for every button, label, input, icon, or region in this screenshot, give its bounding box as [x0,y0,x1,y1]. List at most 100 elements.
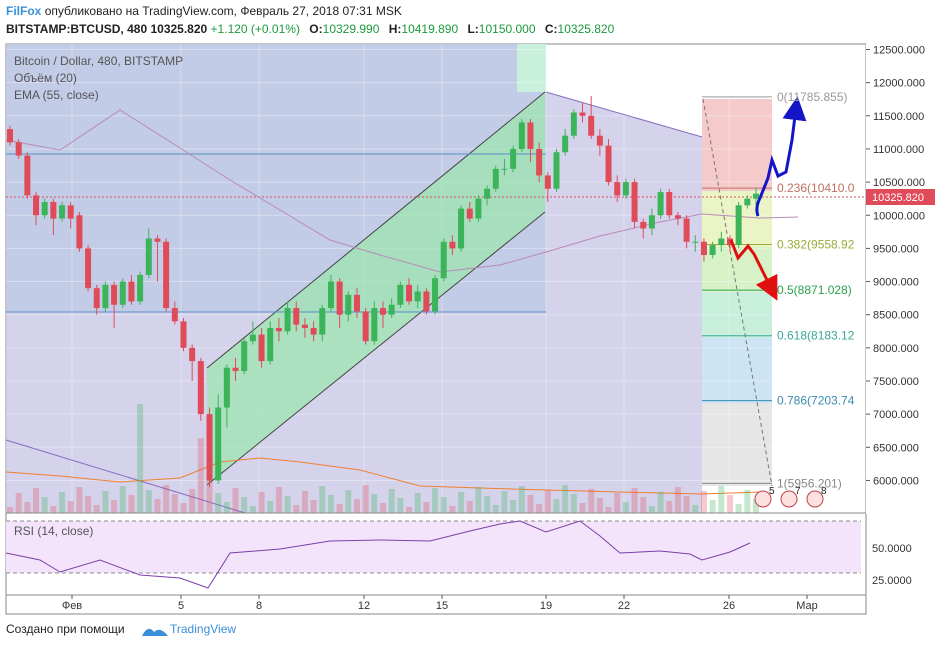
candle-body [223,367,230,408]
fib-zone-786 [702,403,772,486]
candle-body [249,334,256,342]
price-chart[interactable]: 0(11785.855) 0.236(10410.0 0.382(9558.92 0.… [0,0,935,615]
ema-legend: EMA (55, close) [14,88,99,102]
candle-body [59,205,66,219]
rsi-tick-25: 25.0000 [872,575,912,587]
volume-bar [414,493,421,513]
volume-bar [145,490,152,513]
author-name[interactable]: FilFox [6,4,42,18]
price-tick-label: 8500.000 [873,310,919,322]
price-tick-label: 8000.000 [873,343,919,355]
open-label: O: [309,22,323,36]
footer: Создано при помощи [6,622,125,636]
price-tick-label: 9500.000 [873,243,919,255]
candle-body [284,308,291,332]
fib-level-label: 0(11785.855) [777,90,848,104]
low-label: L: [467,22,479,36]
rsi-legend: RSI (14, close) [14,524,94,538]
candle-body [501,168,508,170]
candle-body [232,367,239,372]
volume-bar [605,507,612,513]
candle-body [189,347,196,362]
candle-body [622,182,629,196]
candle-body [657,192,664,216]
volume-bar [458,492,465,513]
volume-bar [527,495,534,513]
volume-bar [223,502,230,513]
candle-body [397,284,404,305]
candle-body [544,175,551,189]
volume-bar [353,499,360,513]
volume-bar [570,494,577,513]
candle-body [692,241,699,243]
candle-body [674,215,681,219]
candle-body [753,193,759,199]
volume-bar [336,504,343,513]
price-tick-label: 12000.000 [873,78,925,90]
price-axis [866,44,935,514]
fib-trend-line [702,98,773,487]
time-tick-label: 22 [618,600,630,612]
volume-bar [631,488,638,513]
price-tick-label: 11000.000 [873,144,924,156]
candle-body [180,321,187,348]
open-value: 10329.990 [322,22,380,36]
high-value: 10419.890 [401,22,459,36]
fib-level-label: 0.618(8183.12 [777,329,855,343]
volume-bar [380,503,386,513]
candle-body [406,284,413,302]
tradingview-logo-icon[interactable] [140,622,170,640]
candle-body [15,142,22,156]
volume-bar [614,493,621,513]
volume-bar [137,404,144,513]
volume-bar [622,502,629,513]
rsi-line [5,520,751,589]
candle-body [432,278,439,312]
event-flag-icon [806,490,824,508]
time-tick-label: 26 [723,600,735,612]
volume-bar [293,505,300,513]
candle-body [119,281,126,305]
volume-bar [275,487,282,513]
volume-bar [518,486,525,513]
volume-bar [579,503,586,513]
candlesticks [7,95,759,488]
candle-body [215,407,222,481]
volume-bar [284,496,291,513]
volume-bar [180,503,187,513]
green-strip-zone [517,44,546,92]
volume-bar [67,501,74,513]
volume-bar [683,496,690,513]
tradingview-link[interactable]: TradingView [170,622,237,636]
time-axis-ticks: Фев 5 8 12 15 19 22 26 Мар [62,595,818,612]
time-tick-label: Фев [62,600,82,612]
time-tick-label: 15 [436,600,448,612]
candle-body [735,205,742,246]
candle-body [137,274,144,302]
candle-body [388,304,395,315]
price-change: +1.120 (+0.01%) [210,22,300,36]
candle-body [336,281,343,315]
volume-legend: Объём (20) [14,71,77,85]
volume-bar [735,504,742,513]
rsi-band [6,521,861,573]
volume-bar [362,485,369,513]
candle-body [258,334,265,362]
candle-body [458,208,465,249]
volume-bar [171,494,178,513]
volume-bar [674,487,681,513]
event-count: 7 [795,486,801,497]
price-tick-label: 11500.000 [873,111,924,123]
volume-bar [267,501,274,513]
candle-body [570,112,577,136]
candle-body [640,221,647,229]
volume-bar [232,488,239,513]
time-tick-label: 12 [358,600,370,612]
volume-bar [501,491,508,513]
time-tick-label: 8 [256,600,262,612]
candle-body [241,341,248,372]
candle-body [145,238,152,275]
candle-body [466,208,473,219]
channel-bottom-line [206,211,546,486]
volume-bar [128,495,135,513]
